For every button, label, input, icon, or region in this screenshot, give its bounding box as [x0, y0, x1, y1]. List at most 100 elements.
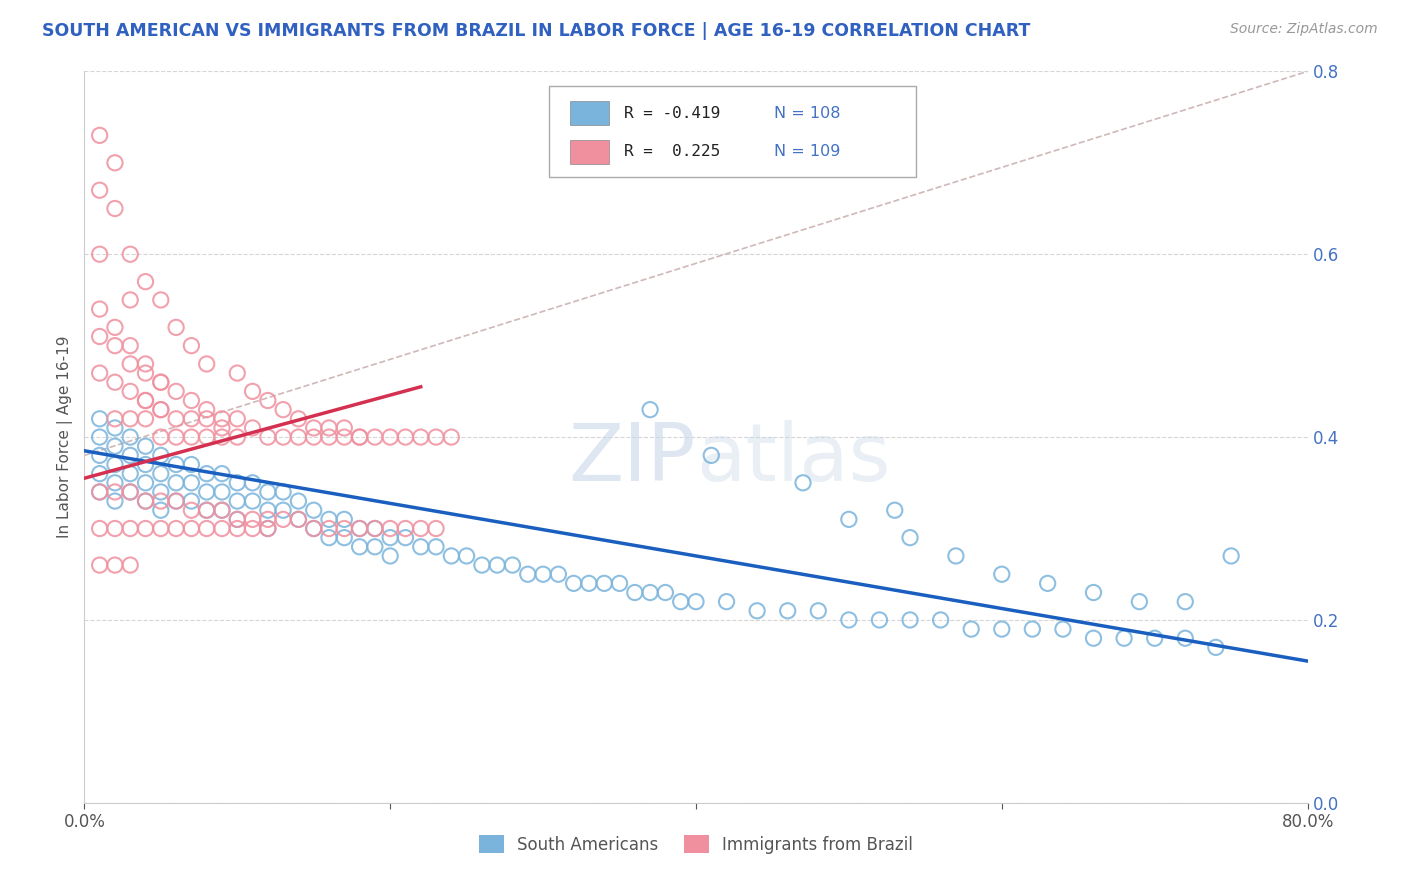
Point	[929, 613, 952, 627]
Point	[271, 503, 294, 517]
Point	[211, 430, 233, 444]
Point	[104, 375, 127, 389]
Point	[609, 576, 631, 591]
Point	[991, 567, 1014, 582]
Point	[165, 475, 187, 490]
Point	[149, 494, 172, 508]
Point	[89, 183, 111, 197]
Point	[333, 531, 356, 545]
Point	[149, 293, 172, 307]
Point	[638, 402, 661, 417]
Point	[104, 156, 127, 170]
Point	[364, 521, 387, 535]
Point	[242, 494, 264, 508]
Point	[180, 521, 202, 535]
Point	[120, 412, 142, 426]
Text: N = 109: N = 109	[775, 145, 841, 160]
Point	[120, 485, 142, 500]
Point	[898, 531, 921, 545]
Bar	[569, 140, 609, 163]
Point	[226, 412, 249, 426]
Text: R =  0.225: R = 0.225	[624, 145, 720, 160]
Point	[120, 247, 142, 261]
Text: SOUTH AMERICAN VS IMMIGRANTS FROM BRAZIL IN LABOR FORCE | AGE 16-19 CORRELATION : SOUTH AMERICAN VS IMMIGRANTS FROM BRAZIL…	[42, 22, 1031, 40]
Point	[89, 247, 111, 261]
Point	[838, 613, 860, 627]
Point	[486, 558, 509, 573]
Point	[120, 357, 142, 371]
Point	[165, 320, 187, 334]
Point	[149, 485, 172, 500]
Point	[242, 384, 264, 399]
Point	[89, 485, 111, 500]
Point	[792, 475, 814, 490]
Point	[211, 485, 233, 500]
Point	[364, 430, 387, 444]
Point	[195, 521, 218, 535]
Point	[578, 576, 600, 591]
Point	[409, 430, 432, 444]
Point	[195, 485, 218, 500]
Point	[165, 412, 187, 426]
Point	[380, 549, 402, 563]
Point	[257, 485, 280, 500]
Point	[471, 558, 494, 573]
Point	[654, 585, 676, 599]
Point	[226, 512, 249, 526]
Point	[226, 366, 249, 380]
Point	[211, 421, 233, 435]
Point	[89, 412, 111, 426]
Point	[1205, 640, 1227, 655]
Point	[349, 521, 371, 535]
Point	[425, 430, 447, 444]
Point	[149, 503, 172, 517]
Point	[1143, 632, 1166, 646]
Point	[180, 458, 202, 472]
Point	[302, 521, 325, 535]
Point	[456, 549, 478, 563]
Point	[547, 567, 569, 582]
Point	[226, 512, 249, 526]
Point	[104, 558, 127, 573]
Point	[104, 439, 127, 453]
Point	[242, 475, 264, 490]
Point	[135, 366, 157, 380]
Text: ZIP: ZIP	[568, 420, 696, 498]
Point	[149, 375, 172, 389]
Point	[638, 585, 661, 599]
Point	[89, 430, 111, 444]
Text: atlas: atlas	[696, 420, 890, 498]
Point	[531, 567, 554, 582]
Point	[135, 458, 157, 472]
Point	[1174, 594, 1197, 608]
Point	[89, 448, 111, 462]
Point	[700, 448, 723, 462]
Point	[1083, 585, 1105, 599]
FancyBboxPatch shape	[550, 86, 917, 178]
Point	[624, 585, 647, 599]
Point	[104, 458, 127, 472]
Point	[257, 393, 280, 408]
Point	[104, 494, 127, 508]
Point	[120, 467, 142, 481]
Point	[180, 412, 202, 426]
Point	[165, 384, 187, 399]
Point	[394, 521, 416, 535]
Point	[349, 521, 371, 535]
Point	[807, 604, 830, 618]
Point	[180, 503, 202, 517]
Point	[318, 430, 340, 444]
Point	[898, 613, 921, 627]
Point	[135, 393, 157, 408]
Point	[257, 430, 280, 444]
Point	[120, 448, 142, 462]
Point	[960, 622, 983, 636]
Point	[195, 503, 218, 517]
Point	[349, 430, 371, 444]
Point	[302, 430, 325, 444]
Point	[409, 521, 432, 535]
Point	[120, 384, 142, 399]
Point	[226, 430, 249, 444]
Point	[318, 521, 340, 535]
Point	[120, 485, 142, 500]
